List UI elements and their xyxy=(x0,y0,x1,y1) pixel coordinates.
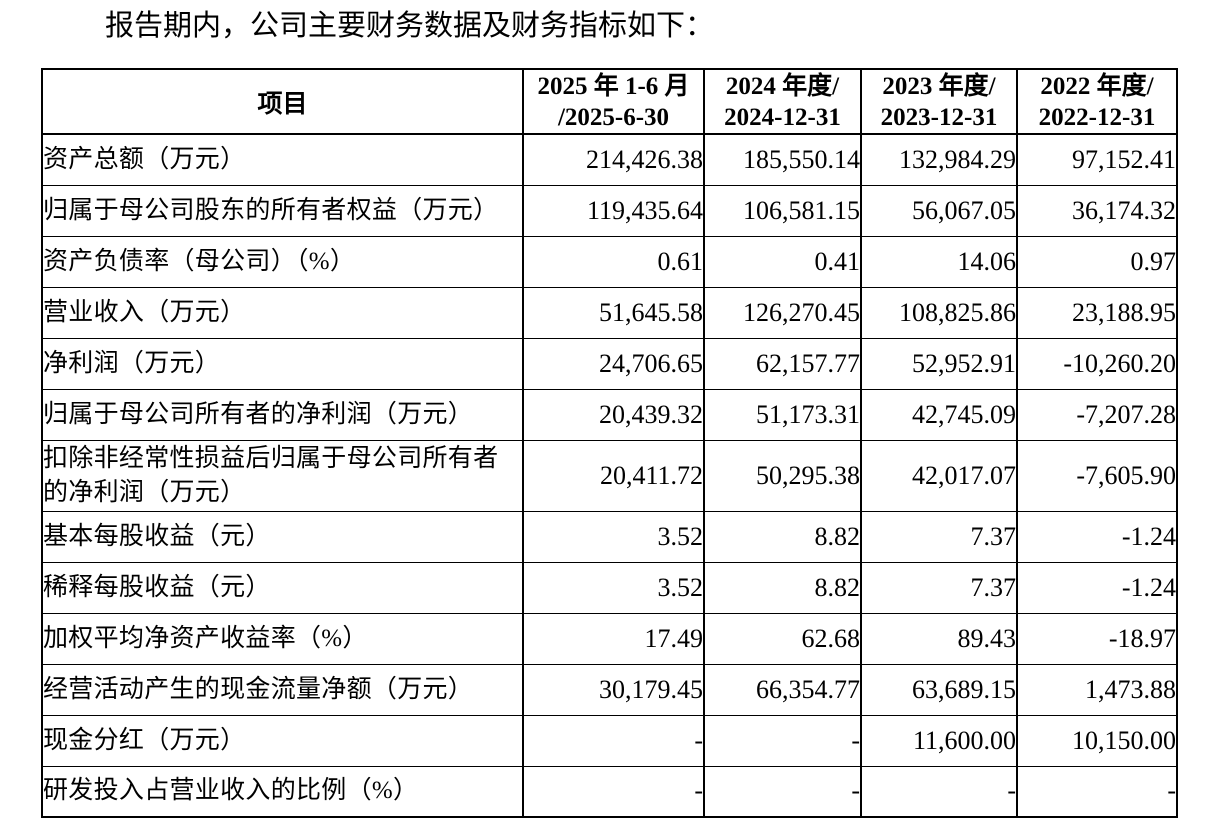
row-label: 加权平均净资产收益率（%） xyxy=(41,612,524,665)
value-cell: 8.82 xyxy=(703,561,862,614)
value-cell: 1,473.88 xyxy=(1016,663,1178,716)
row-label: 资产总额（万元） xyxy=(41,133,524,186)
row-label: 扣除非经常性损益后归属于母公司所有者的净利润（万元） xyxy=(41,439,524,512)
table-row-parent-net-profit: 归属于母公司所有者的净利润（万元） 20,439.32 51,173.31 42… xyxy=(41,388,1178,441)
header-row: 项目 2025 年 1-6 月 /2025-6-30 2024 年度/ 2024… xyxy=(41,68,1178,135)
table-row-cash-dividend: 现金分红（万元） - - 11,600.00 10,150.00 xyxy=(41,714,1178,767)
row-label: 归属于母公司所有者的净利润（万元） xyxy=(41,388,524,441)
table-row-diluted-eps: 稀释每股收益（元） 3.52 8.82 7.37 -1.24 xyxy=(41,561,1178,614)
row-label: 现金分红（万元） xyxy=(41,714,524,767)
page-title: 报告期内，公司主要财务数据及财务指标如下： xyxy=(105,10,715,42)
value-cell: 7.37 xyxy=(860,510,1018,563)
table-row-operating-cash-flow: 经营活动产生的现金流量净额（万元） 30,179.45 66,354.77 63… xyxy=(41,663,1178,716)
value-cell: -7,605.90 xyxy=(1016,439,1178,512)
value-cell: 97,152.41 xyxy=(1016,133,1178,186)
value-cell: 132,984.29 xyxy=(860,133,1018,186)
table-row-basic-eps: 基本每股收益（元） 3.52 8.82 7.37 -1.24 xyxy=(41,510,1178,563)
table-row-non-recurring-net-profit: 扣除非经常性损益后归属于母公司所有者的净利润（万元） 20,411.72 50,… xyxy=(41,439,1178,512)
value-cell: 214,426.38 xyxy=(522,133,705,186)
value-cell: 126,270.45 xyxy=(703,286,862,339)
value-cell: -10,260.20 xyxy=(1016,337,1178,390)
value-cell: 10,150.00 xyxy=(1016,714,1178,767)
period-line1: 2023 年度/ xyxy=(882,72,996,100)
row-label: 净利润（万元） xyxy=(41,337,524,390)
table-row-debt-ratio: 资产负债率（母公司）（%） 0.61 0.41 14.06 0.97 xyxy=(41,235,1178,288)
row-label: 基本每股收益（元） xyxy=(41,510,524,563)
value-cell: 0.41 xyxy=(703,235,862,288)
value-cell: 106,581.15 xyxy=(703,184,862,237)
value-cell: 36,174.32 xyxy=(1016,184,1178,237)
row-label: 经营活动产生的现金流量净额（万元） xyxy=(41,663,524,716)
value-cell: 63,689.15 xyxy=(860,663,1018,716)
table-row-weighted-roe: 加权平均净资产收益率（%） 17.49 62.68 89.43 -18.97 xyxy=(41,612,1178,665)
column-header-period-2025: 2025 年 1-6 月 /2025-6-30 xyxy=(522,68,705,135)
row-label: 资产负债率（母公司）（%） xyxy=(41,235,524,288)
period-line1: 2025 年 1-6 月 xyxy=(537,72,690,100)
value-cell: 23,188.95 xyxy=(1016,286,1178,339)
column-header-period-2024: 2024 年度/ 2024-12-31 xyxy=(703,68,862,135)
value-cell: 185,550.14 xyxy=(703,133,862,186)
value-cell: 7.37 xyxy=(860,561,1018,614)
value-cell: 108,825.86 xyxy=(860,286,1018,339)
table-row-revenue: 营业收入（万元） 51,645.58 126,270.45 108,825.86… xyxy=(41,286,1178,339)
value-cell: 20,411.72 xyxy=(522,439,705,512)
period-line1: 2022 年度/ xyxy=(1040,72,1154,100)
value-cell: 89.43 xyxy=(860,612,1018,665)
period-line2: 2022-12-31 xyxy=(1038,103,1156,131)
value-cell: - xyxy=(703,765,862,818)
value-cell: - xyxy=(522,765,705,818)
period-line2: 2023-12-31 xyxy=(880,103,998,131)
column-header-period-2023: 2023 年度/ 2023-12-31 xyxy=(860,68,1018,135)
value-cell: 14.06 xyxy=(860,235,1018,288)
row-label: 研发投入占营业收入的比例（%） xyxy=(41,765,524,818)
column-header-item: 项目 xyxy=(41,68,524,135)
value-cell: - xyxy=(1016,765,1178,818)
value-cell: 30,179.45 xyxy=(522,663,705,716)
value-cell: 8.82 xyxy=(703,510,862,563)
value-cell: 62.68 xyxy=(703,612,862,665)
value-cell: -7,207.28 xyxy=(1016,388,1178,441)
period-line2: /2025-6-30 xyxy=(557,103,670,131)
value-cell: 66,354.77 xyxy=(703,663,862,716)
row-label: 营业收入（万元） xyxy=(41,286,524,339)
period-line2: 2024-12-31 xyxy=(724,103,841,131)
value-cell: 56,067.05 xyxy=(860,184,1018,237)
value-cell: 3.52 xyxy=(522,561,705,614)
value-cell: 3.52 xyxy=(522,510,705,563)
value-cell: 24,706.65 xyxy=(522,337,705,390)
period-line1: 2024 年度/ xyxy=(725,72,840,100)
value-cell: 11,600.00 xyxy=(860,714,1018,767)
table-row-net-profit: 净利润（万元） 24,706.65 62,157.77 52,952.91 -1… xyxy=(41,337,1178,390)
value-cell: 119,435.64 xyxy=(522,184,705,237)
value-cell: 62,157.77 xyxy=(703,337,862,390)
value-cell: 42,745.09 xyxy=(860,388,1018,441)
value-cell: 0.61 xyxy=(522,235,705,288)
value-cell: 17.49 xyxy=(522,612,705,665)
table-row-total-assets: 资产总额（万元） 214,426.38 185,550.14 132,984.2… xyxy=(41,133,1178,186)
value-cell: 0.97 xyxy=(1016,235,1178,288)
table-row-rd-ratio: 研发投入占营业收入的比例（%） - - - - xyxy=(41,765,1178,818)
value-cell: - xyxy=(860,765,1018,818)
value-cell: - xyxy=(522,714,705,767)
value-cell: - xyxy=(703,714,862,767)
value-cell: 51,173.31 xyxy=(703,388,862,441)
value-cell: -1.24 xyxy=(1016,510,1178,563)
table-row-parent-equity: 归属于母公司股东的所有者权益（万元） 119,435.64 106,581.15… xyxy=(41,184,1178,237)
value-cell: 42,017.07 xyxy=(860,439,1018,512)
value-cell: 50,295.38 xyxy=(703,439,862,512)
value-cell: -18.97 xyxy=(1016,612,1178,665)
financial-indicators-table: 项目 2025 年 1-6 月 /2025-6-30 2024 年度/ 2024… xyxy=(41,68,1178,818)
value-cell: 20,439.32 xyxy=(522,388,705,441)
row-label: 稀释每股收益（元） xyxy=(41,561,524,614)
value-cell: 51,645.58 xyxy=(522,286,705,339)
row-label: 归属于母公司股东的所有者权益（万元） xyxy=(41,184,524,237)
value-cell: -1.24 xyxy=(1016,561,1178,614)
column-header-period-2022: 2022 年度/ 2022-12-31 xyxy=(1016,68,1178,135)
value-cell: 52,952.91 xyxy=(860,337,1018,390)
